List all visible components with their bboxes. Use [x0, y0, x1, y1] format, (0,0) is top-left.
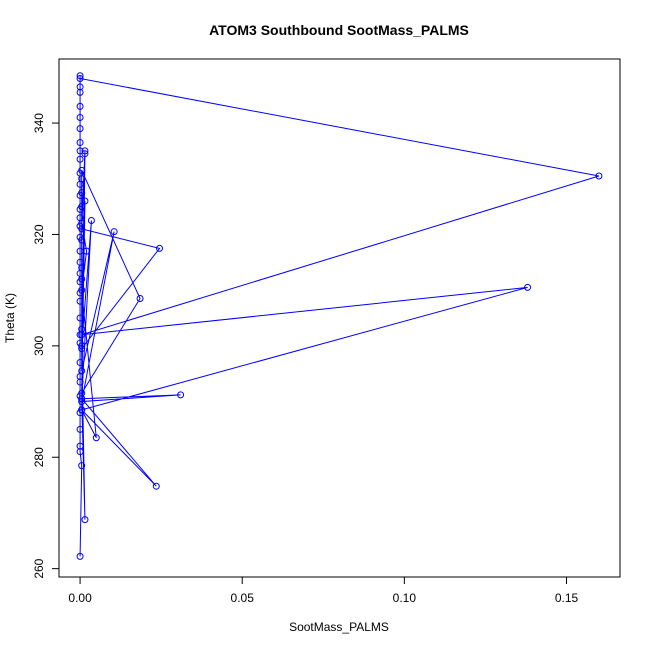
x-tick-label: 0.00: [68, 591, 92, 605]
y-tick-label: 340: [32, 113, 46, 133]
y-tick-label: 260: [32, 558, 46, 578]
data-point: [76, 314, 84, 322]
data-point: [78, 325, 86, 333]
y-axis: 260 280 300 320 340: [32, 113, 60, 579]
data-point: [78, 175, 86, 183]
x-axis-label: SootMass_PALMS: [289, 620, 389, 634]
data-point: [76, 72, 84, 80]
data-point: [78, 286, 86, 294]
data-point: [76, 155, 84, 163]
x-tick-label: 0.15: [555, 591, 579, 605]
data-point: [83, 247, 91, 255]
data-point: [76, 113, 84, 121]
y-tick-label: 320: [32, 224, 46, 244]
data-point: [76, 83, 84, 91]
data-point: [177, 391, 185, 399]
data-point: [136, 295, 144, 303]
data-point: [76, 442, 84, 450]
data-point: [78, 275, 86, 283]
y-axis-label: Theta (K): [3, 293, 17, 343]
data-point: [92, 434, 100, 442]
chart-title: ATOM3 Southbound SootMass_PALMS: [209, 22, 469, 38]
data-point: [78, 462, 86, 470]
x-tick-label: 0.05: [231, 591, 255, 605]
data-point: [76, 359, 84, 367]
data-point: [78, 342, 86, 350]
data-point: [595, 172, 603, 180]
data-point: [76, 425, 84, 433]
data-point: [78, 264, 86, 272]
data-point: [76, 125, 84, 133]
y-tick-label: 280: [32, 447, 46, 467]
data-point: [78, 406, 86, 414]
data-point: [78, 236, 86, 244]
data-point: [78, 395, 86, 403]
data-point: [81, 197, 89, 205]
data-point: [78, 203, 86, 211]
data-point: [81, 150, 89, 158]
data-point: [152, 482, 160, 490]
data-point: [78, 219, 86, 227]
plot-frame: [58, 58, 621, 578]
x-tick-label: 0.10: [393, 591, 417, 605]
data-point: [78, 189, 86, 197]
data-point: [78, 166, 86, 174]
data-point: [76, 297, 84, 305]
data-point: [87, 217, 95, 225]
data-point: [76, 102, 84, 110]
data-point: [78, 367, 86, 375]
x-axis: 0.00 0.05 0.10 0.15: [68, 576, 579, 605]
data-point: [78, 345, 86, 353]
data-point: [110, 228, 118, 236]
data-point: [81, 516, 89, 524]
y-tick-label: 300: [32, 336, 46, 356]
data-point: [81, 147, 89, 155]
data-point: [76, 74, 84, 82]
data-point: [78, 398, 86, 406]
data-point: [76, 139, 84, 147]
data-point: [524, 283, 532, 291]
series-layer: [76, 72, 603, 560]
data-point: [76, 552, 84, 560]
data-point: [156, 244, 164, 252]
